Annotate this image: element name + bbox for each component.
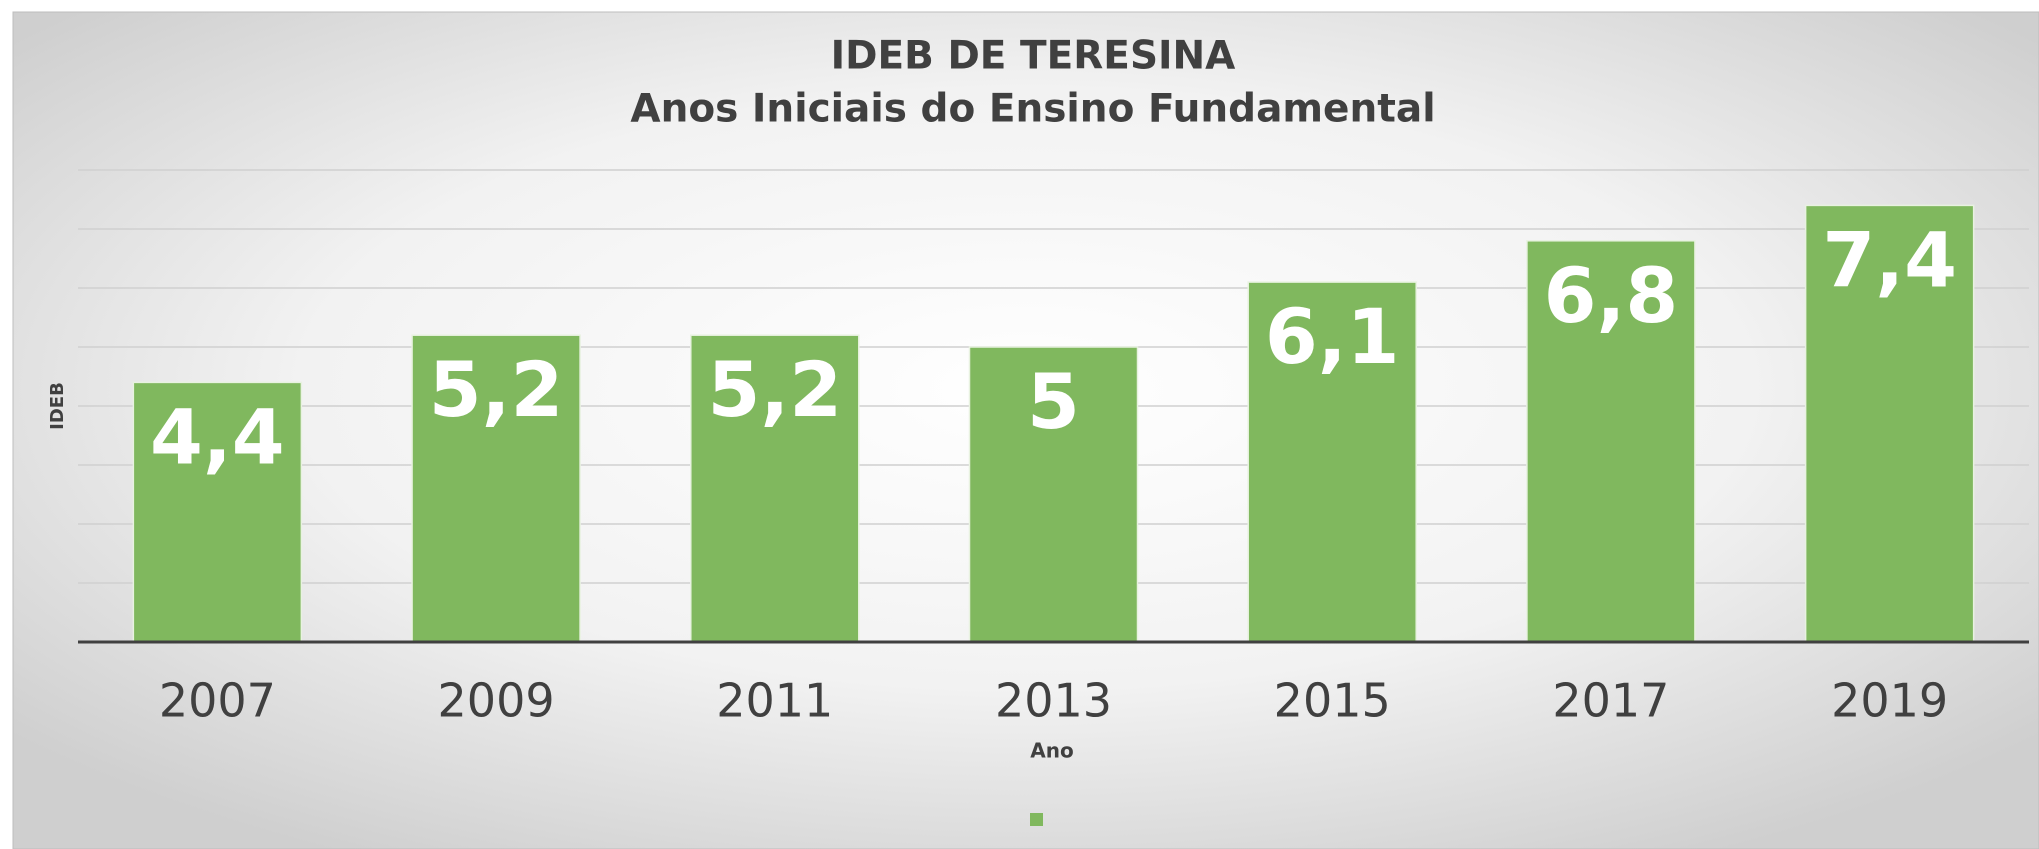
chart-title: IDEB DE TERESINA xyxy=(831,34,1236,79)
x-tick-label: 2013 xyxy=(995,674,1112,728)
data-label: 5,2 xyxy=(429,345,564,434)
bar xyxy=(690,334,860,643)
x-axis-label: Ano xyxy=(1030,739,1073,763)
x-tick-label: 2019 xyxy=(1831,674,1948,728)
data-label: 4,4 xyxy=(150,392,285,481)
legend-marker xyxy=(1030,813,1043,826)
data-label: 7,4 xyxy=(1822,215,1957,304)
x-tick-label: 2007 xyxy=(159,674,276,728)
data-label: 5 xyxy=(1027,357,1080,446)
x-tick-label: 2009 xyxy=(438,674,555,728)
bar xyxy=(1526,240,1696,643)
x-tick-label: 2017 xyxy=(1552,674,1669,728)
x-tick-label: 2011 xyxy=(716,674,833,728)
bar xyxy=(132,381,303,643)
data-label: 6,8 xyxy=(1544,251,1679,340)
data-label: 6,1 xyxy=(1265,292,1400,381)
x-tick-label: 2015 xyxy=(1274,674,1391,728)
data-label: 5,2 xyxy=(707,345,842,434)
bar xyxy=(1804,204,1975,643)
chart-subtitle: Anos Iniciais do Ensino Fundamental xyxy=(630,87,1435,132)
y-axis-label: IDEB xyxy=(47,382,68,430)
bar xyxy=(411,334,581,643)
bar xyxy=(968,346,1139,643)
bar xyxy=(1247,281,1417,643)
